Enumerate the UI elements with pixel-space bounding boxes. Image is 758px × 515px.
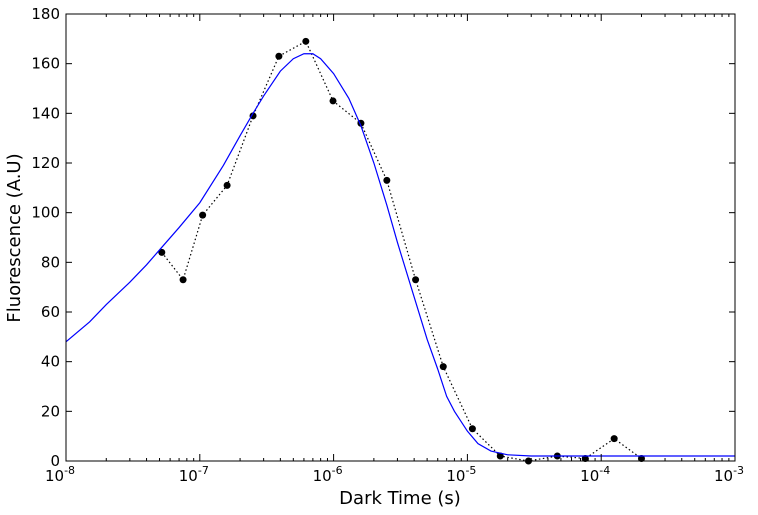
fit-curve-line: [66, 53, 735, 457]
y-tick-label: 60: [41, 303, 60, 321]
data-point: [496, 452, 504, 460]
data-point: [302, 37, 310, 45]
data-point: [223, 181, 231, 189]
x-tick-label: 10-3: [714, 464, 744, 485]
plot-frame: [65, 13, 736, 462]
x-tick-label: 10-6: [313, 464, 343, 485]
data-point: [610, 435, 618, 443]
data-point: [581, 455, 589, 463]
data-dotted-line: [161, 40, 642, 462]
data-point: [179, 276, 187, 284]
y-tick-label: 120: [31, 154, 60, 172]
y-tick-label: 20: [41, 402, 60, 420]
data-point: [412, 276, 420, 284]
y-tick-label: 180: [31, 5, 60, 23]
data-point: [158, 248, 166, 256]
plot-area: [66, 37, 735, 465]
y-tick-label: 80: [41, 253, 60, 271]
y-tick-label: 0: [50, 452, 60, 470]
data-point: [439, 363, 447, 371]
data-point: [329, 97, 337, 105]
data-point: [199, 211, 207, 219]
data-point: [468, 425, 476, 433]
y-tick-label: 40: [41, 353, 60, 371]
x-tick-label: 10-8: [45, 464, 75, 485]
x-axis-label: Dark Time (s): [339, 488, 461, 509]
y-tick-label: 140: [31, 104, 60, 122]
axis-ticks: 0 20 40 60 80 100 120 140 160 180 10-8 10-7 10-6 10-5…: [31, 5, 744, 485]
y-tick-label: 100: [31, 204, 60, 222]
data-point: [275, 52, 283, 60]
data-point: [383, 176, 391, 184]
y-axis-label: Fluorescence (A.U): [4, 153, 25, 322]
data-point: [249, 112, 257, 120]
x-tick-label: 10-5: [446, 464, 476, 485]
x-tick-label: 10-4: [580, 464, 610, 485]
x-tick-label: 10-7: [179, 464, 209, 485]
y-tick-label: 160: [31, 55, 60, 73]
